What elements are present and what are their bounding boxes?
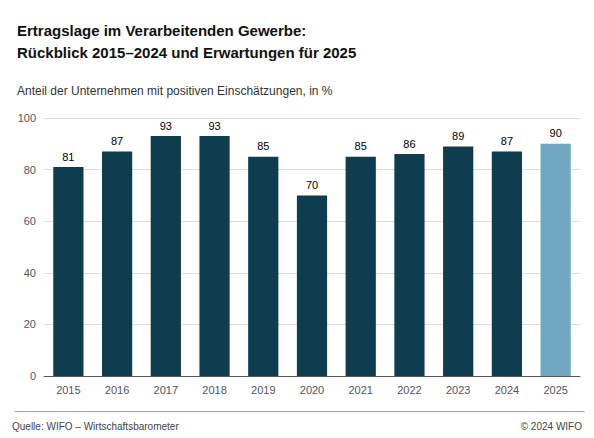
svg-text:2025: 2025 [543, 384, 567, 396]
svg-text:2024: 2024 [495, 384, 519, 396]
svg-text:93: 93 [160, 120, 172, 132]
svg-text:Quelle: WIFO – Wirtschaftsbaro: Quelle: WIFO – Wirtschaftsbarometer [12, 421, 179, 432]
svg-text:87: 87 [111, 135, 123, 147]
svg-text:2023: 2023 [446, 384, 470, 396]
svg-text:40: 40 [24, 267, 36, 279]
svg-text:0: 0 [30, 370, 36, 382]
svg-text:20: 20 [24, 318, 36, 330]
svg-text:85: 85 [355, 140, 367, 152]
svg-text:80: 80 [24, 164, 36, 176]
svg-text:100: 100 [18, 112, 36, 124]
svg-text:70: 70 [306, 179, 318, 191]
svg-text:87: 87 [501, 135, 513, 147]
svg-text:2017: 2017 [154, 384, 178, 396]
svg-text:89: 89 [452, 130, 464, 142]
svg-text:2019: 2019 [251, 384, 275, 396]
svg-text:2016: 2016 [105, 384, 129, 396]
svg-text:© 2024 WIFO: © 2024 WIFO [521, 421, 582, 432]
svg-text:86: 86 [403, 138, 415, 150]
svg-text:60: 60 [24, 215, 36, 227]
svg-text:2020: 2020 [300, 384, 324, 396]
svg-text:2018: 2018 [202, 384, 226, 396]
svg-text:2015: 2015 [56, 384, 80, 396]
svg-text:81: 81 [62, 151, 74, 163]
svg-text:90: 90 [550, 127, 562, 139]
svg-text:Ertragslage im Verarbeitenden: Ertragslage im Verarbeitenden Gewerbe: [17, 22, 306, 39]
svg-text:2022: 2022 [397, 384, 421, 396]
svg-text:Rückblick 2015–2024 und Erwart: Rückblick 2015–2024 und Erwartungen für … [17, 44, 356, 61]
svg-text:2021: 2021 [348, 384, 372, 396]
svg-text:93: 93 [208, 120, 220, 132]
svg-text:Anteil der Unternehmen mit pos: Anteil der Unternehmen mit positiven Ein… [17, 84, 333, 98]
svg-text:85: 85 [257, 140, 269, 152]
